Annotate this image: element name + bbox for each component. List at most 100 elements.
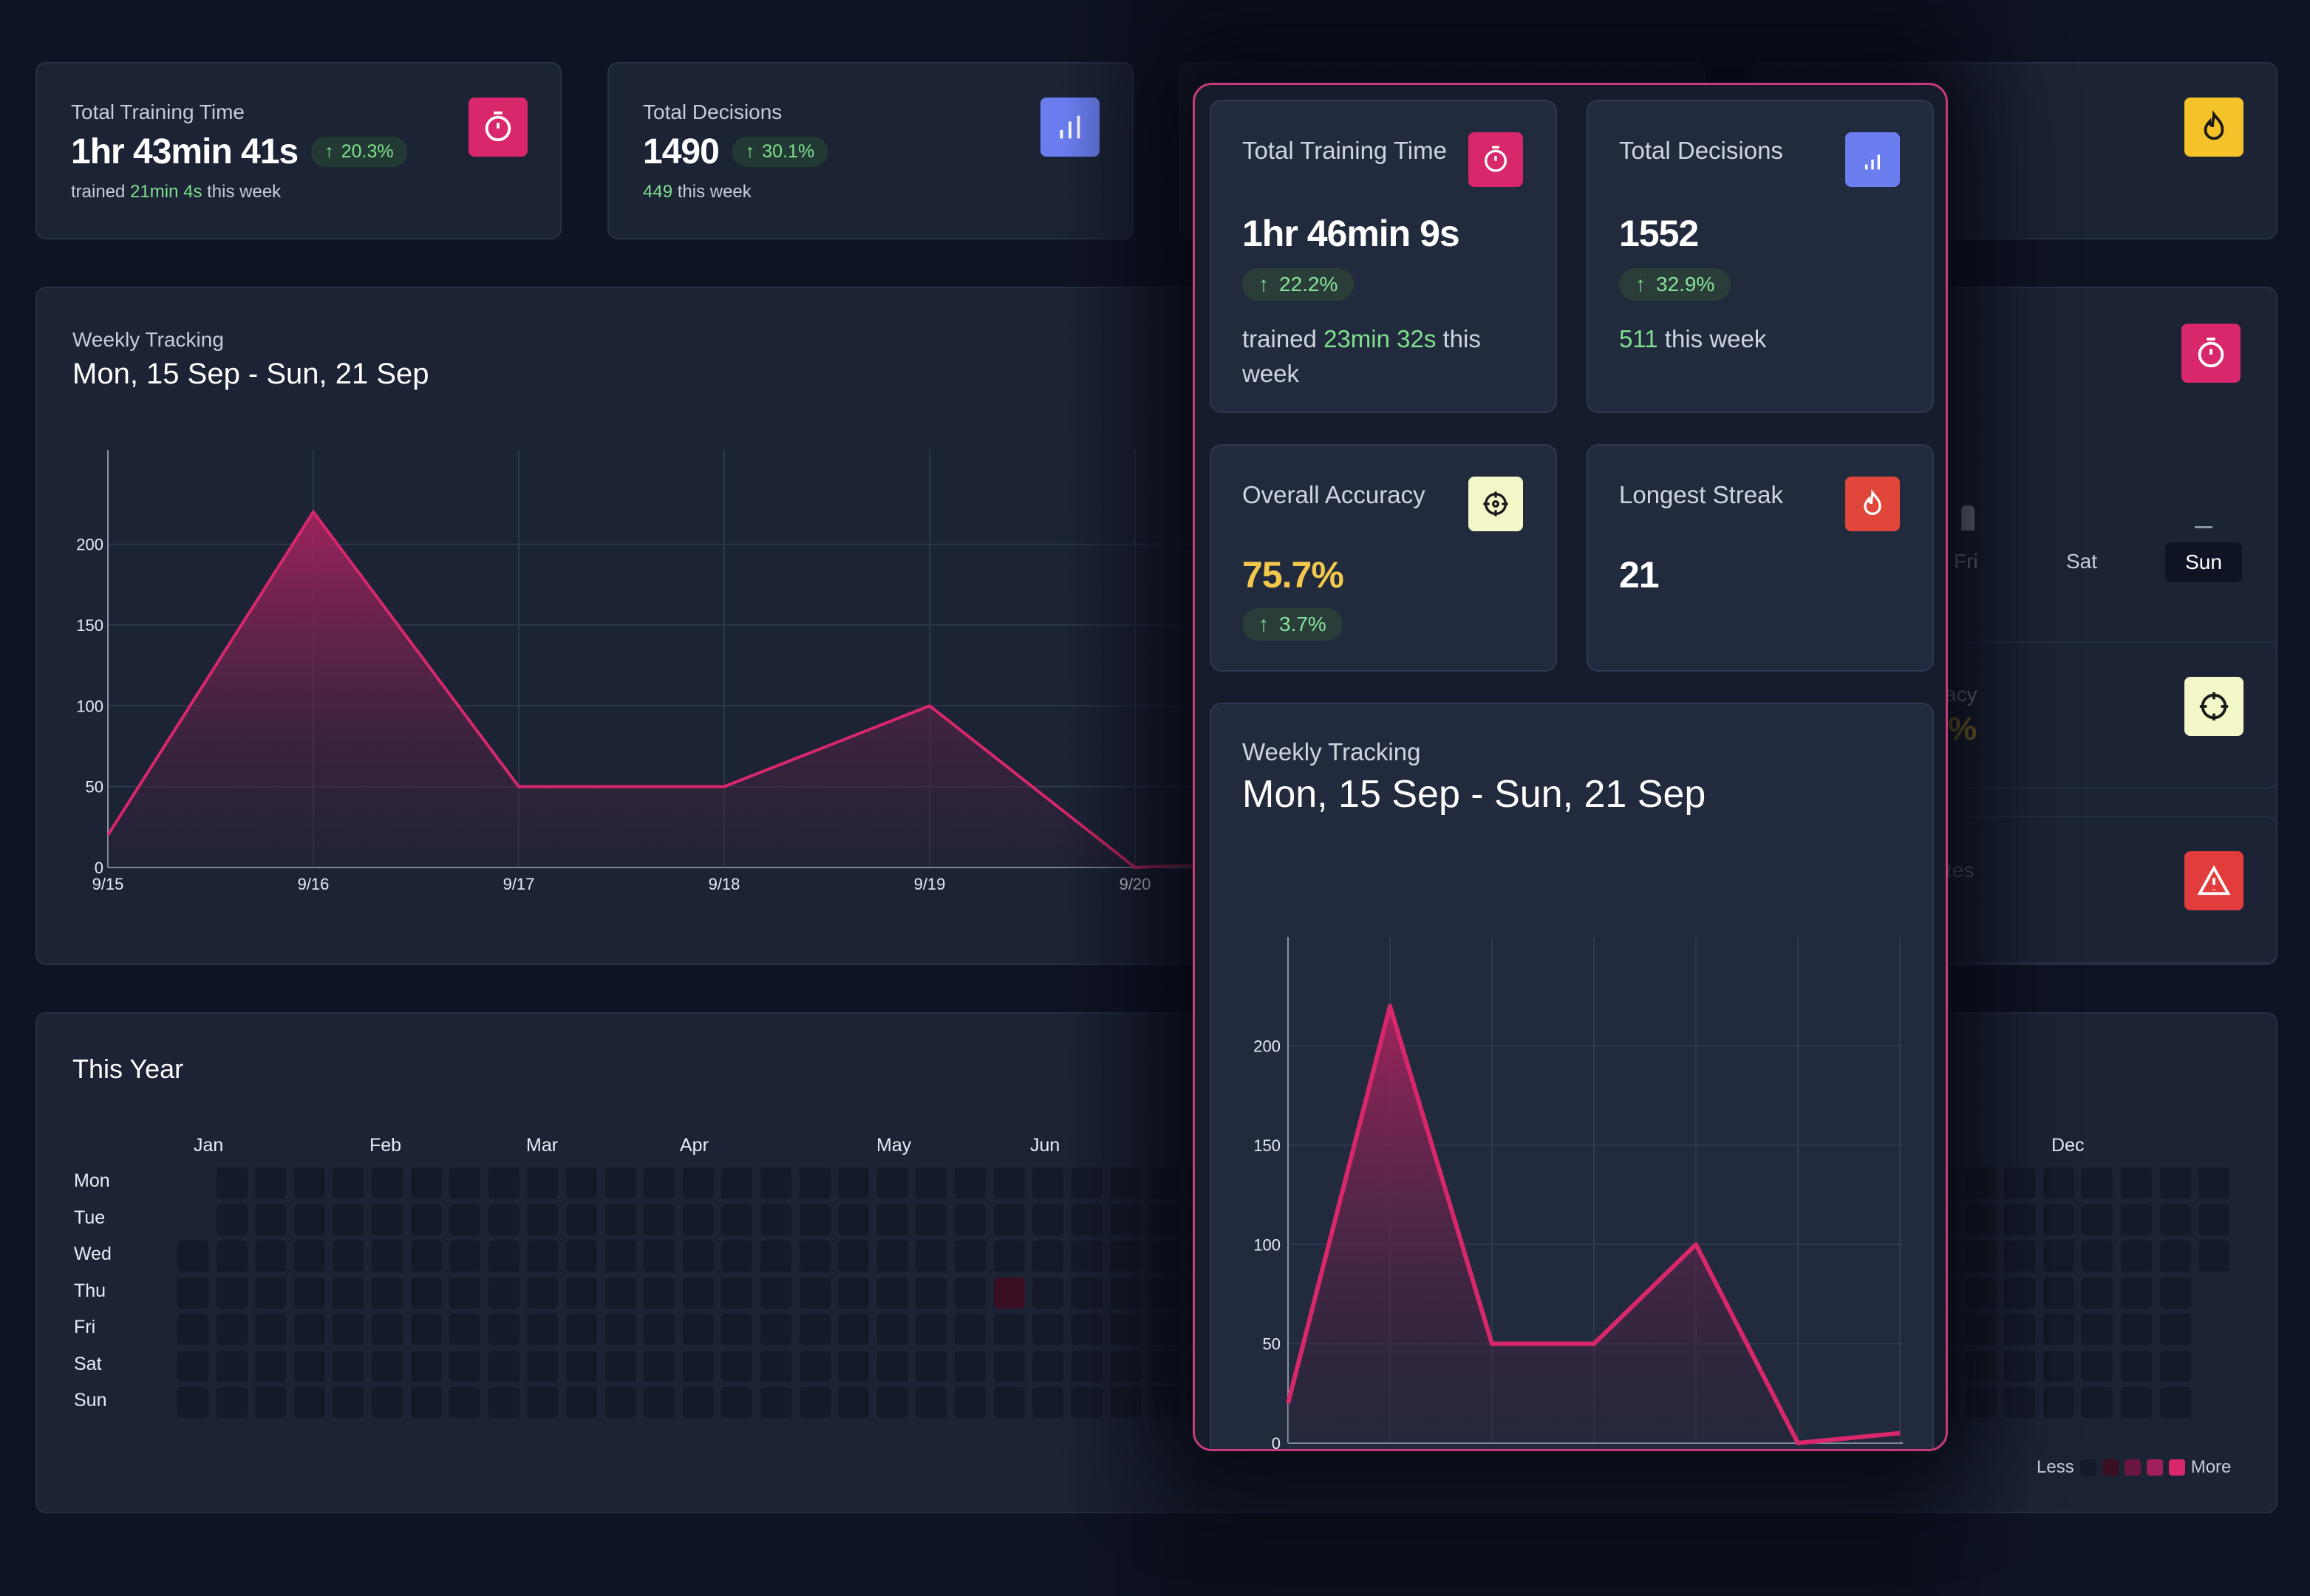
heatmap-cell[interactable]: [527, 1277, 559, 1309]
heatmap-cell[interactable]: [410, 1204, 442, 1235]
heatmap-cell[interactable]: [916, 1204, 947, 1235]
heatmap-cell[interactable]: [449, 1350, 481, 1382]
heatmap-cell[interactable]: [682, 1204, 714, 1235]
heatmap-cell[interactable]: [1032, 1241, 1064, 1272]
heatmap-cell[interactable]: [2121, 1387, 2152, 1418]
heatmap-cell[interactable]: [216, 1350, 248, 1382]
heatmap-cell[interactable]: [2042, 1350, 2074, 1382]
heatmap-cell[interactable]: [1071, 1167, 1103, 1198]
heatmap-cell[interactable]: [372, 1314, 403, 1345]
heatmap-cell[interactable]: [1965, 1241, 1997, 1272]
heatmap-cell[interactable]: [604, 1387, 636, 1418]
heatmap-cell[interactable]: [2159, 1314, 2191, 1345]
heatmap-cell[interactable]: [760, 1241, 791, 1272]
heatmap-cell[interactable]: [333, 1314, 364, 1345]
heatmap-cell[interactable]: [2159, 1277, 2191, 1309]
heatmap-cell[interactable]: [527, 1350, 559, 1382]
heatmap-cell[interactable]: [293, 1167, 325, 1198]
heatmap-cell[interactable]: [993, 1204, 1025, 1235]
heatmap-cell[interactable]: [566, 1350, 597, 1382]
heatmap-cell[interactable]: [333, 1167, 364, 1198]
heatmap-cell[interactable]: [255, 1167, 287, 1198]
heatmap-cell[interactable]: [255, 1277, 287, 1309]
heatmap-cell[interactable]: [1071, 1387, 1103, 1418]
heatmap-cell[interactable]: [993, 1241, 1025, 1272]
heatmap-cell[interactable]: [838, 1387, 870, 1418]
heatmap-cell[interactable]: [993, 1167, 1025, 1198]
heatmap-cell[interactable]: [644, 1277, 675, 1309]
heatmap-cell[interactable]: [760, 1277, 791, 1309]
heatmap-cell[interactable]: [255, 1204, 287, 1235]
heatmap-cell[interactable]: [566, 1387, 597, 1418]
heatmap-cell[interactable]: [604, 1314, 636, 1345]
heatmap-cell[interactable]: [449, 1277, 481, 1309]
heatmap-cell[interactable]: [410, 1241, 442, 1272]
heatmap-cell[interactable]: [410, 1387, 442, 1418]
heatmap-cell[interactable]: [721, 1350, 753, 1382]
heatmap-cell[interactable]: [2121, 1167, 2152, 1198]
heatmap-cell[interactable]: [216, 1387, 248, 1418]
heatmap-cell[interactable]: [1032, 1204, 1064, 1235]
heatmap-cell[interactable]: [2159, 1167, 2191, 1198]
heatmap-cell[interactable]: [1032, 1277, 1064, 1309]
heatmap-cell[interactable]: [566, 1167, 597, 1198]
heatmap-cell[interactable]: [2159, 1204, 2191, 1235]
heatmap-cell[interactable]: [449, 1314, 481, 1345]
heatmap-cell[interactable]: [876, 1387, 908, 1418]
heatmap-cell[interactable]: [2042, 1387, 2074, 1418]
heatmap-cell[interactable]: [410, 1277, 442, 1309]
heatmap-cell[interactable]: [1032, 1350, 1064, 1382]
heatmap-cell[interactable]: [488, 1314, 519, 1345]
heatmap-cell[interactable]: [2004, 1350, 2036, 1382]
heatmap-cell[interactable]: [449, 1167, 481, 1198]
heatmap-cell[interactable]: [2042, 1167, 2074, 1198]
heatmap-cell[interactable]: [955, 1387, 986, 1418]
heatmap-cell[interactable]: [1149, 1314, 1180, 1345]
heatmap-cell[interactable]: [644, 1314, 675, 1345]
heatmap-cell[interactable]: [293, 1277, 325, 1309]
heatmap-cell[interactable]: [1071, 1350, 1103, 1382]
day-label-fri[interactable]: Fri: [1954, 550, 1978, 573]
heatmap-cell[interactable]: [916, 1241, 947, 1272]
heatmap-cell[interactable]: [2121, 1277, 2152, 1309]
heatmap-cell[interactable]: [293, 1314, 325, 1345]
heatmap-cell[interactable]: [410, 1350, 442, 1382]
heatmap-cell[interactable]: [955, 1204, 986, 1235]
heatmap-cell[interactable]: [604, 1204, 636, 1235]
heatmap-cell[interactable]: [993, 1387, 1025, 1418]
heatmap-cell[interactable]: [527, 1241, 559, 1272]
heatmap-cell[interactable]: [1032, 1314, 1064, 1345]
heatmap-cell[interactable]: [1110, 1204, 1142, 1235]
heatmap-cell[interactable]: [2004, 1314, 2036, 1345]
heatmap-cell[interactable]: [2004, 1204, 2036, 1235]
heatmap-cell[interactable]: [1149, 1167, 1180, 1198]
heatmap-cell[interactable]: [876, 1241, 908, 1272]
heatmap-cell[interactable]: [644, 1387, 675, 1418]
heatmap-cell[interactable]: [799, 1204, 831, 1235]
heatmap-cell[interactable]: [876, 1314, 908, 1345]
heatmap-cell[interactable]: [955, 1314, 986, 1345]
heatmap-cell[interactable]: [372, 1167, 403, 1198]
heatmap-cell[interactable]: [1965, 1350, 1997, 1382]
heatmap-cell[interactable]: [955, 1241, 986, 1272]
heatmap-cell[interactable]: [644, 1204, 675, 1235]
heatmap-cell[interactable]: [2004, 1241, 2036, 1272]
heatmap-cell[interactable]: [216, 1277, 248, 1309]
heatmap-cell[interactable]: [916, 1387, 947, 1418]
heatmap-cell[interactable]: [2042, 1314, 2074, 1345]
heatmap-cell[interactable]: [1149, 1204, 1180, 1235]
heatmap-cell[interactable]: [488, 1167, 519, 1198]
heatmap-cell[interactable]: [2082, 1167, 2113, 1198]
heatmap-cell[interactable]: [955, 1350, 986, 1382]
heatmap-cell[interactable]: [566, 1241, 597, 1272]
heatmap-cell[interactable]: [2121, 1241, 2152, 1272]
heatmap-cell[interactable]: [1032, 1167, 1064, 1198]
heatmap-cell[interactable]: [333, 1277, 364, 1309]
heatmap-cell[interactable]: [255, 1350, 287, 1382]
heatmap-cell[interactable]: [682, 1241, 714, 1272]
heatmap-cell[interactable]: [876, 1204, 908, 1235]
heatmap-cell[interactable]: [372, 1387, 403, 1418]
heatmap-cell[interactable]: [488, 1387, 519, 1418]
heatmap-cell[interactable]: [2004, 1387, 2036, 1418]
heatmap-cell[interactable]: [566, 1314, 597, 1345]
